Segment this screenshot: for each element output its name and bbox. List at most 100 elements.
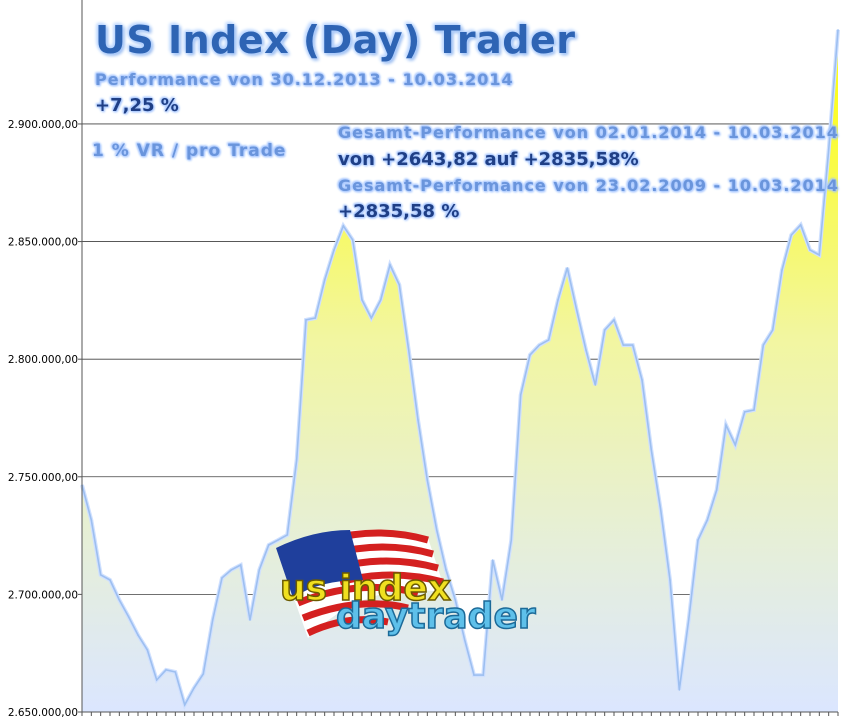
- data-point: [837, 29, 839, 31]
- data-point: [407, 349, 410, 351]
- gesamt-performance-2-value: +2835,58 %: [338, 201, 460, 222]
- data-point: [529, 354, 531, 356]
- data-point: [90, 519, 93, 521]
- data-point: [211, 619, 214, 621]
- y-tick-label: 2.800.000,00: [8, 354, 78, 366]
- data-point: [818, 254, 821, 256]
- data-point: [305, 319, 307, 321]
- data-point: [715, 489, 718, 491]
- data-point: [631, 344, 634, 346]
- data-point: [398, 284, 401, 286]
- data-point: [155, 679, 158, 681]
- data-point: [659, 509, 662, 511]
- data-point: [547, 339, 550, 341]
- data-point: [790, 234, 793, 236]
- data-point: [706, 519, 709, 521]
- data-point: [239, 564, 242, 566]
- data-point: [463, 639, 466, 641]
- data-point: [771, 329, 774, 331]
- data-point: [641, 379, 643, 381]
- data-point: [333, 249, 335, 251]
- data-point: [594, 384, 597, 386]
- data-point: [697, 539, 699, 541]
- performance-value: +7,25 %: [95, 95, 179, 116]
- data-point: [687, 619, 690, 621]
- data-point: [174, 671, 177, 673]
- data-point: [286, 534, 289, 536]
- gesamt-performance-2-label: Gesamt-Performance von 23.02.2009 - 10.0…: [338, 176, 839, 195]
- data-point: [342, 225, 345, 227]
- logo-text-line2: daytrader: [336, 596, 536, 637]
- data-point: [725, 424, 727, 426]
- data-point: [762, 344, 765, 346]
- data-point: [781, 269, 783, 271]
- data-point: [519, 394, 522, 396]
- data-point: [585, 349, 587, 351]
- data-point: [482, 674, 485, 676]
- data-point: [137, 634, 139, 636]
- data-point: [566, 267, 569, 269]
- data-point: [202, 673, 205, 675]
- data-point: [435, 529, 438, 531]
- data-point: [183, 704, 186, 706]
- data-point: [613, 319, 615, 321]
- y-tick-label: 2.650.000,00: [8, 707, 78, 719]
- data-point: [314, 317, 317, 319]
- data-point: [277, 539, 279, 541]
- data-point: [827, 149, 830, 151]
- performance-label: Performance von 30.12.2013 - 10.03.2014: [95, 70, 514, 89]
- y-tick-label: 2.850.000,00: [8, 237, 78, 249]
- data-point: [230, 569, 233, 571]
- data-point: [389, 264, 391, 266]
- us-flag-icon: [276, 529, 446, 638]
- data-point: [109, 579, 111, 581]
- chart-title: US Index (Day) Trader: [95, 18, 576, 62]
- risk-label: 1 % VR / pro Trade: [92, 141, 287, 161]
- data-point: [426, 479, 429, 481]
- data-point: [538, 344, 541, 346]
- data-point: [557, 299, 559, 301]
- series-line: [81, 29, 839, 707]
- data-point: [678, 689, 681, 691]
- data-point: [221, 577, 223, 579]
- data-point: [734, 444, 737, 446]
- data-point: [510, 539, 513, 541]
- data-point: [669, 579, 671, 581]
- gesamt-performance-1-label: Gesamt-Performance von 02.01.2014 - 10.0…: [338, 123, 839, 142]
- data-point: [799, 224, 802, 226]
- data-point: [603, 329, 606, 331]
- data-point: [267, 544, 270, 546]
- data-point: [473, 674, 475, 676]
- data-point: [323, 279, 326, 281]
- gesamt-performance-1-value: von +2643,82 auf +2835,58%: [338, 149, 639, 170]
- data-point: [650, 449, 653, 451]
- data-point: [622, 344, 625, 346]
- data-point: [809, 249, 811, 251]
- us-index-daytrader-logo: us index daytrader: [276, 529, 537, 638]
- data-point: [753, 409, 755, 411]
- data-point: [127, 616, 130, 618]
- data-point: [743, 411, 746, 413]
- data-point: [491, 559, 494, 561]
- data-point: [249, 619, 251, 621]
- data-point: [258, 569, 261, 571]
- data-point: [361, 299, 363, 301]
- data-point: [417, 419, 419, 421]
- data-point: [295, 459, 298, 461]
- data-point: [193, 687, 195, 689]
- data-point: [379, 299, 382, 301]
- y-tick-label: 2.700.000,00: [8, 589, 78, 601]
- data-point: [575, 309, 578, 311]
- data-point: [99, 574, 102, 576]
- data-point: [351, 239, 354, 241]
- data-point: [118, 599, 121, 601]
- data-point: [454, 599, 457, 601]
- data-point: [146, 649, 149, 651]
- data-point: [370, 317, 373, 319]
- data-point: [445, 569, 447, 571]
- y-tick-label: 2.900.000,00: [8, 119, 78, 131]
- area-fill: [82, 29, 838, 712]
- y-tick-label: 2.750.000,00: [8, 472, 78, 484]
